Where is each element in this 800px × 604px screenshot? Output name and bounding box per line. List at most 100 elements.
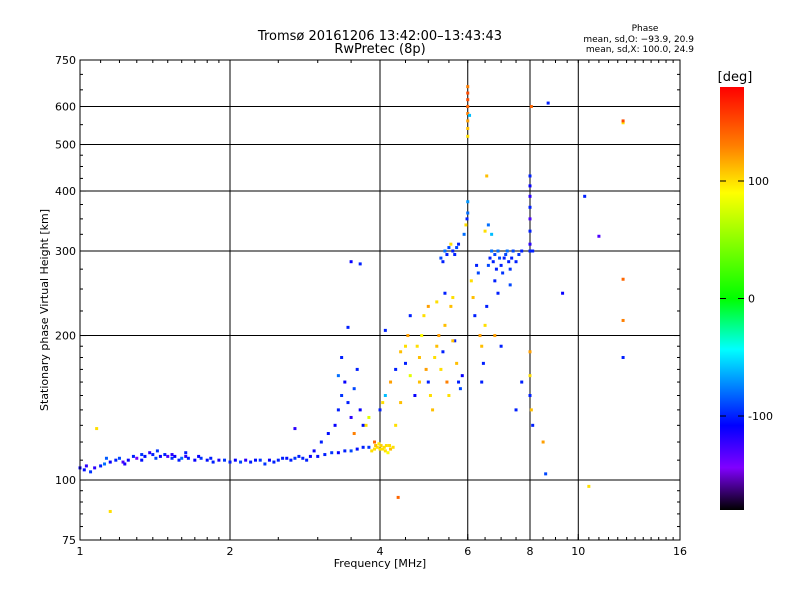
data-point (166, 454, 170, 458)
data-point (408, 374, 412, 378)
data-point (466, 85, 470, 89)
data-point (108, 460, 112, 464)
data-point (406, 334, 410, 338)
data-point (374, 444, 378, 448)
data-point (349, 260, 353, 264)
data-point (373, 440, 377, 444)
x-tick-label: 8 (527, 545, 534, 558)
data-point (458, 387, 462, 391)
data-point (499, 344, 503, 348)
data-point (583, 194, 587, 198)
data-point (84, 464, 88, 468)
y-tick-label: 100 (55, 474, 76, 487)
data-point (108, 509, 112, 513)
data-point (447, 394, 451, 398)
data-point (312, 449, 316, 453)
data-point (508, 267, 512, 271)
data-point (501, 271, 505, 275)
data-point (520, 249, 524, 253)
data-point (378, 408, 382, 412)
data-point (258, 458, 262, 462)
data-point (468, 113, 472, 117)
data-point (239, 460, 243, 464)
data-point (123, 462, 127, 466)
data-point (455, 361, 459, 365)
phase-stats-o: mean, sd,O: −93.9, 20.9 (583, 35, 694, 45)
y-tick-label: 200 (55, 330, 76, 343)
data-point (355, 447, 359, 451)
data-point (466, 211, 470, 215)
x-tick-label: 1 (77, 545, 84, 558)
data-point (621, 277, 625, 281)
data-point (378, 447, 382, 451)
data-point (379, 444, 383, 448)
data-point (541, 440, 545, 444)
data-point (228, 460, 232, 464)
data-point (389, 447, 393, 451)
data-point (486, 223, 490, 227)
data-point (453, 253, 457, 257)
data-point (561, 291, 565, 295)
phase-stats-heading: Phase (632, 24, 659, 34)
data-point (505, 249, 509, 253)
data-point (394, 367, 398, 371)
data-point (451, 296, 455, 300)
data-point (244, 458, 248, 462)
data-point (426, 304, 430, 308)
data-point (621, 355, 625, 359)
data-point (151, 453, 155, 457)
data-point (384, 444, 388, 448)
data-point (587, 484, 591, 488)
data-point (449, 242, 453, 246)
data-point (510, 256, 514, 260)
data-point (528, 194, 532, 198)
data-point (95, 427, 99, 431)
data-point (383, 394, 387, 398)
data-point (361, 445, 365, 449)
data-point (301, 456, 305, 460)
data-point (464, 223, 468, 227)
data-point (281, 456, 285, 460)
data-point (396, 495, 400, 499)
data-point (466, 119, 470, 123)
data-point (403, 344, 407, 348)
data-point (117, 456, 121, 460)
data-point (367, 415, 371, 419)
data-point (443, 291, 447, 295)
data-point (223, 458, 227, 462)
data-point (490, 249, 494, 253)
data-point (424, 367, 428, 371)
data-point (490, 232, 494, 236)
data-point (462, 232, 466, 236)
y-axis-label: Stationary phase Virtual Height [km] (38, 209, 51, 411)
y-tick-label: 600 (55, 101, 76, 114)
data-point (441, 350, 445, 354)
y-tick-label: 500 (55, 139, 76, 152)
data-point (528, 374, 532, 378)
data-point (173, 454, 177, 458)
data-point (531, 423, 535, 427)
data-point (466, 105, 470, 109)
x-tick-label: 6 (464, 545, 471, 558)
data-point (367, 445, 371, 449)
data-point (520, 380, 524, 384)
data-point (508, 283, 512, 287)
data-point (205, 458, 209, 462)
data-point (466, 200, 470, 204)
data-point (154, 456, 158, 460)
data-point (340, 355, 344, 359)
data-point (358, 262, 362, 266)
data-point (457, 380, 461, 384)
data-point (621, 121, 625, 125)
data-point (361, 423, 365, 427)
data-point (263, 462, 267, 466)
data-point (507, 260, 511, 264)
data-point (382, 445, 386, 449)
data-point (99, 464, 103, 468)
data-point (517, 253, 521, 257)
data-point (89, 470, 93, 474)
data-point (253, 458, 257, 462)
data-point (488, 256, 492, 260)
colorbar-tick-label: 0 (748, 293, 755, 306)
